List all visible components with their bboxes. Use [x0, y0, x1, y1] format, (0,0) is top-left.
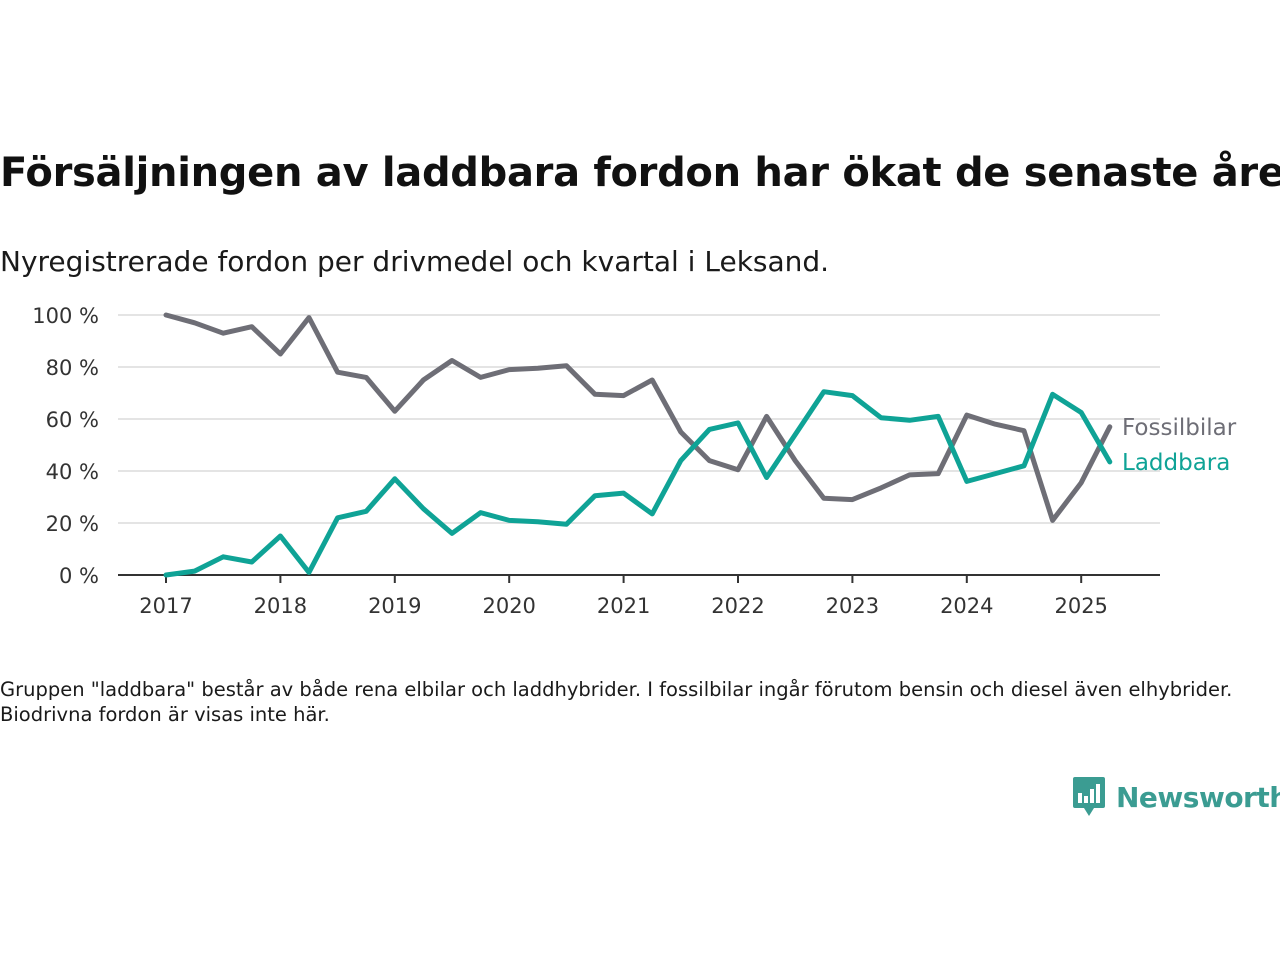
- y-tick-label: 0 %: [59, 564, 99, 588]
- x-tick-label: 2025: [1054, 594, 1107, 618]
- newsworthy-brand: Newsworthy: [1072, 776, 1280, 818]
- y-tick-label: 100 %: [32, 304, 99, 328]
- x-tick-label: 2020: [482, 594, 535, 618]
- footnote: Gruppen "laddbara" består av både rena e…: [0, 678, 1233, 726]
- series-line-fossilbilar: [163, 312, 1113, 523]
- y-axis-labels: 0 % 20 % 40 % 60 % 80 % 100 %: [32, 304, 99, 588]
- x-axis: 2017 2018 2019 2020 2021 2022 2023 2024 2025: [118, 574, 1160, 618]
- y-tick-label: 80 %: [46, 356, 99, 380]
- series-labels: Fossilbilar Laddbara: [1122, 415, 1237, 476]
- y-tick-label: 20 %: [46, 512, 99, 536]
- newsworthy-logo-icon: [1073, 777, 1105, 816]
- brand-name: Newsworthy: [1116, 780, 1280, 814]
- chart-title: Försäljningen av laddbara fordon har öka…: [0, 150, 1280, 196]
- x-tick-label: 2018: [254, 594, 307, 618]
- x-tick-label: 2019: [368, 594, 421, 618]
- x-tick-label: 2024: [940, 594, 993, 618]
- chart-subtitle: Nyregistrerade fordon per drivmedel och …: [0, 245, 830, 278]
- y-tick-label: 60 %: [46, 408, 99, 432]
- series-lines: [163, 312, 1113, 578]
- line-chart: 0 % 20 % 40 % 60 % 80 % 100 % 2017 2018 2019 202…: [32, 304, 1237, 618]
- x-tick-label: 2017: [139, 594, 192, 618]
- series-label-laddbara: Laddbara: [1122, 450, 1230, 476]
- x-tick-label: 2023: [826, 594, 879, 618]
- series-line-laddbara: [163, 389, 1113, 578]
- gridlines: [118, 314, 1160, 524]
- y-tick-label: 40 %: [46, 460, 99, 484]
- series-label-fossilbilar: Fossilbilar: [1122, 415, 1237, 441]
- x-tick-label: 2021: [597, 594, 650, 618]
- x-tick-label: 2022: [711, 594, 764, 618]
